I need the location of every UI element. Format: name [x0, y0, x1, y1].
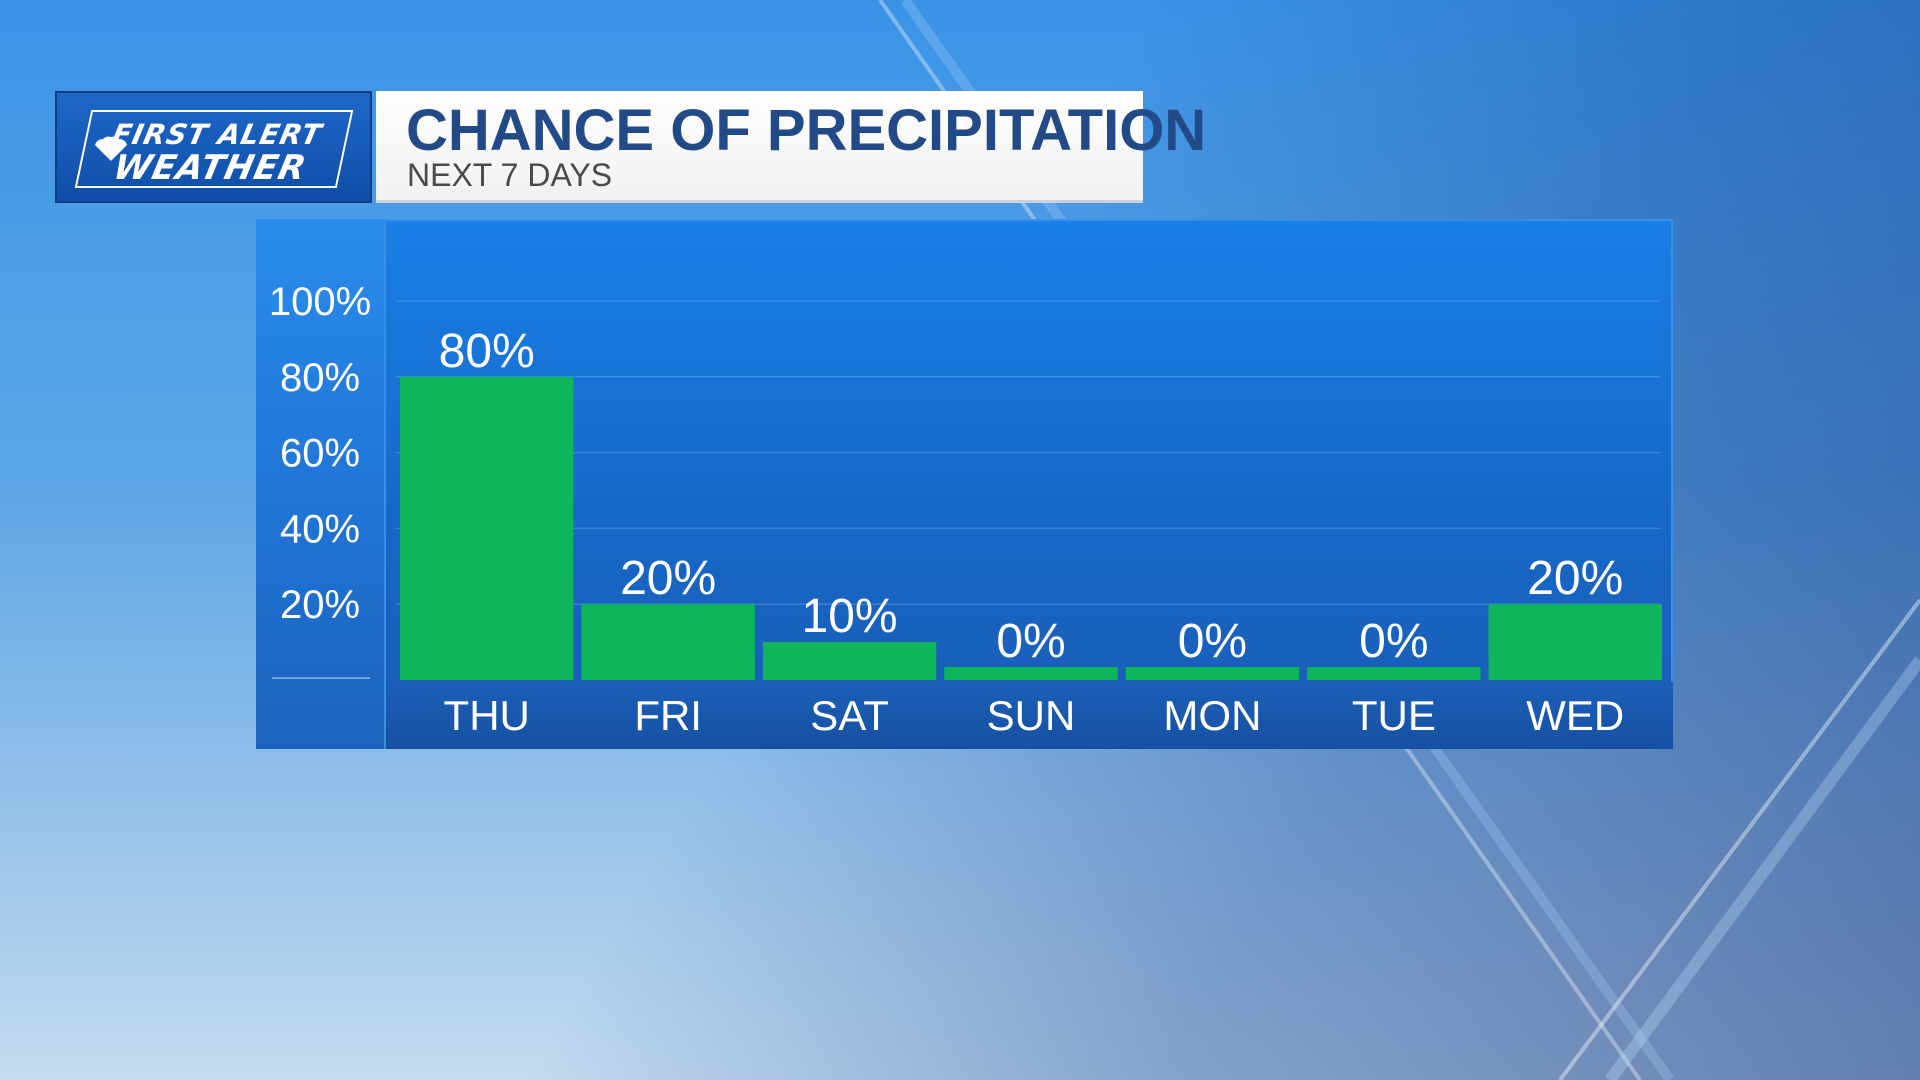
y-tick-label: 80% [280, 356, 360, 400]
value-label-mon: 0% [1178, 615, 1247, 668]
value-label-fri: 20% [620, 552, 716, 605]
page-subtitle: NEXT 7 DAYS [407, 157, 613, 193]
value-labels: 80% 20% 10% 0% 0% 0% 20% [439, 325, 1624, 668]
y-axis-ticks: 20% 40% 60% 80% 100% [269, 280, 371, 627]
bar-sat [762, 642, 937, 680]
y-tick-label: 40% [280, 507, 360, 551]
value-label-sun: 0% [996, 615, 1065, 668]
value-label-sat: 10% [802, 590, 898, 643]
bar-mon [1125, 667, 1300, 680]
y-tick-label: 100% [269, 280, 371, 324]
category-label-wed: WED [1526, 692, 1624, 739]
category-label-mon: MON [1163, 692, 1261, 739]
bar-thu [400, 376, 574, 680]
bar-wed [1488, 604, 1662, 680]
bar-fri [581, 604, 755, 680]
y-axis-panel [256, 219, 386, 749]
category-label-thu: THU [444, 692, 530, 739]
bar-tue [1307, 667, 1481, 680]
category-label-sun: SUN [987, 692, 1076, 739]
category-label-tue: TUE [1352, 692, 1436, 739]
peacock-icon [95, 136, 127, 161]
x-axis-categories: THU FRI SAT SUN MON TUE WED [444, 692, 1625, 739]
y-tick-label: 60% [280, 432, 360, 476]
value-label-thu: 80% [439, 325, 535, 378]
value-label-tue: 0% [1359, 615, 1428, 668]
value-label-wed: 20% [1527, 552, 1623, 605]
page-title: CHANCE OF PRECIPITATION [406, 98, 1207, 163]
first-alert-weather-logo: FIRST ALERT WEATHER [55, 91, 372, 203]
category-label-fri: FRI [634, 692, 702, 739]
bars [400, 376, 1662, 680]
x-axis-strip [386, 682, 1673, 749]
y-tick-label: 20% [280, 583, 360, 627]
bar-sun [944, 667, 1118, 680]
title-banner: CHANCE OF PRECIPITATION NEXT 7 DAYS [376, 91, 1206, 203]
category-label-sat: SAT [810, 692, 889, 739]
